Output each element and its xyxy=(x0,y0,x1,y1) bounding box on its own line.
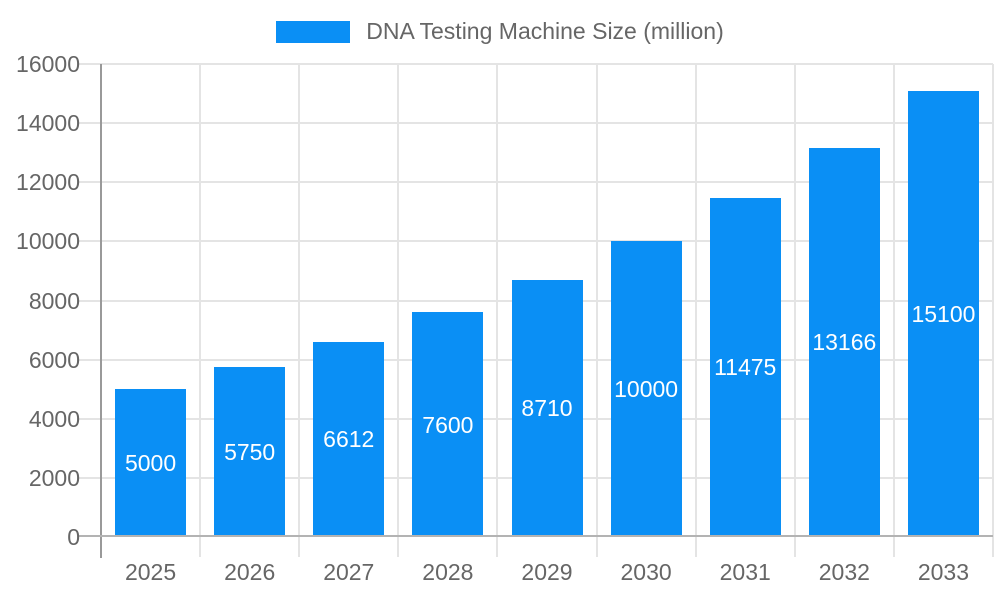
x-axis-line xyxy=(78,535,993,537)
bar: 13166 xyxy=(808,147,880,537)
bar: 6612 xyxy=(313,341,385,537)
y-axis-tick-label: 10000 xyxy=(16,228,80,255)
y-axis-tick-label: 4000 xyxy=(28,405,80,432)
plot-area: 0 2000 4000 6000 8000 10000 12000 14000 16000 500… xyxy=(16,51,994,585)
bar-value-label: 13166 xyxy=(812,329,877,356)
vertical-gridline xyxy=(992,64,994,557)
bar: 8710 xyxy=(511,279,583,537)
horizontal-gridline xyxy=(78,122,993,125)
x-axis-tick-label: 2030 xyxy=(620,559,672,585)
y-axis-tick-label: 2000 xyxy=(28,464,80,491)
bar-value-label: 5750 xyxy=(224,439,276,465)
x-axis-tick-label: 2027 xyxy=(323,559,375,585)
bar-value-label: 8710 xyxy=(521,395,573,422)
vertical-gridline xyxy=(793,64,796,557)
y-axis-tick-label: 16000 xyxy=(16,51,80,77)
y-axis-line xyxy=(100,64,102,558)
bar: 5750 xyxy=(214,367,286,537)
vertical-gridline xyxy=(298,64,301,557)
x-axis-tick-label: 2032 xyxy=(818,559,870,585)
legend-item[interactable]: DNA Testing Machine Size (million) xyxy=(0,18,1000,45)
bar: 11475 xyxy=(709,197,781,537)
x-axis-tick-label: 2028 xyxy=(422,559,474,585)
vertical-gridline xyxy=(397,64,400,557)
y-axis-tick-label: 14000 xyxy=(16,110,80,137)
y-axis-tick-label: 0 xyxy=(67,524,80,550)
x-axis-tick-label: 2026 xyxy=(224,559,276,585)
vertical-gridline xyxy=(496,64,499,557)
legend-swatch-icon xyxy=(276,20,351,43)
x-axis-tick-label: 2031 xyxy=(719,559,771,585)
vertical-gridline xyxy=(595,64,598,557)
bar-value-label: 6612 xyxy=(323,426,375,453)
y-axis-tick-label: 6000 xyxy=(28,346,80,373)
legend-label: DNA Testing Machine Size (million) xyxy=(366,18,724,44)
x-axis-tick-label: 2029 xyxy=(521,559,573,585)
bar: 15100 xyxy=(907,90,979,537)
vertical-gridline xyxy=(199,64,202,557)
x-axis-tick-label: 2033 xyxy=(917,559,970,585)
bar-value-label: 11475 xyxy=(714,354,777,381)
bar: 7600 xyxy=(412,312,484,537)
horizontal-gridline xyxy=(78,181,993,184)
bar-value-label: 5000 xyxy=(124,450,177,477)
vertical-gridline xyxy=(694,64,697,557)
x-axis-tick-label: 2025 xyxy=(124,559,177,585)
bar: 10000 xyxy=(610,241,682,537)
bar-value-label: 10000 xyxy=(614,376,679,403)
vertical-gridline xyxy=(892,64,895,557)
horizontal-gridline xyxy=(78,63,993,65)
horizontal-gridline xyxy=(78,240,993,243)
bar-value-label: 15100 xyxy=(911,300,976,327)
y-axis-tick-label: 12000 xyxy=(16,169,80,196)
bar-value-label: 7600 xyxy=(422,411,474,438)
y-axis-tick-label: 8000 xyxy=(28,287,80,314)
bar: 5000 xyxy=(115,389,187,537)
